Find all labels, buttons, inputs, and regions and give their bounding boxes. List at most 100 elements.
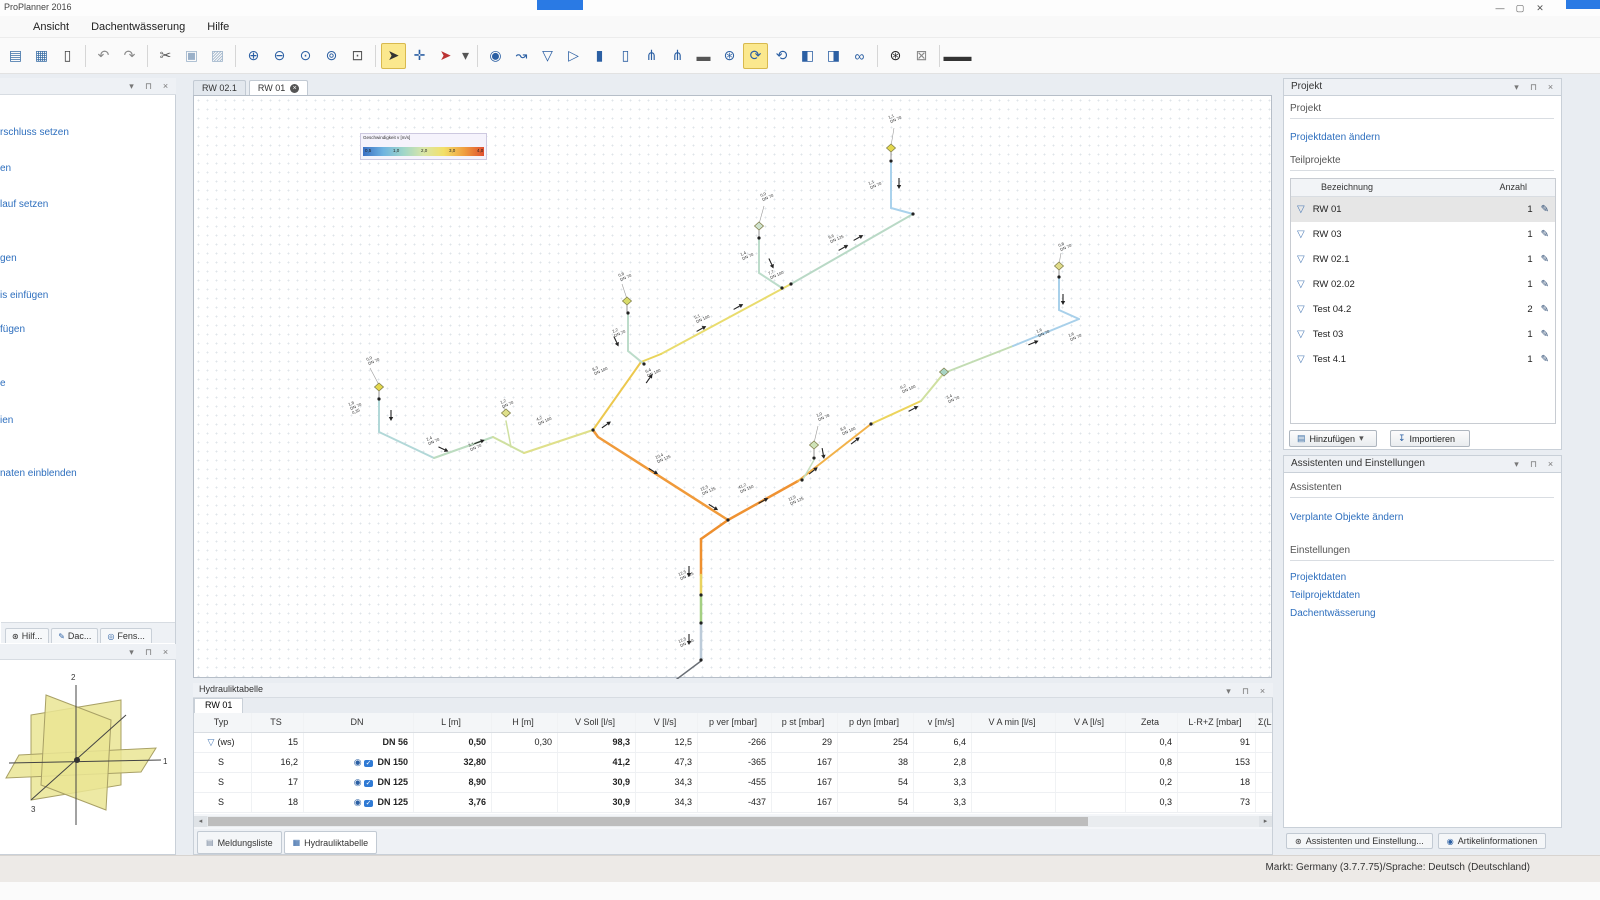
pipe-segment[interactable] <box>640 353 662 363</box>
measure-button[interactable]: ▬▬ <box>944 43 972 69</box>
tab-meldungsliste[interactable]: ▤ Meldungsliste <box>197 831 282 854</box>
pipe-segment[interactable] <box>797 423 872 482</box>
sidebar-command-link[interactable]: ien <box>0 415 14 426</box>
redo-button[interactable]: ↷ <box>117 43 142 69</box>
panel-pin-button[interactable]: ⊓ <box>144 81 153 91</box>
minimize-button[interactable]: — <box>1495 3 1505 13</box>
roof-drain-funnel[interactable] <box>885 143 897 153</box>
scroll-right-arrow[interactable]: ▸ <box>1259 816 1272 827</box>
pipe-segment[interactable] <box>627 314 645 365</box>
pipe-segment[interactable] <box>758 239 783 289</box>
subproject-row[interactable]: ▽ Test 4.1 1 ✎ <box>1291 347 1555 372</box>
panel-menu-button[interactable]: ▾ <box>1226 686 1231 696</box>
pipe-bend-button[interactable]: ↝ <box>509 43 534 69</box>
sidebar-command-link[interactable]: lauf setzen <box>0 199 49 210</box>
pipe-segment[interactable] <box>1058 278 1080 320</box>
pipe-segment[interactable] <box>870 400 922 425</box>
subproject-row[interactable]: ▽ Test 04.2 2 ✎ <box>1291 297 1555 322</box>
hydraulic-hscrollbar[interactable]: ◂ ▸ <box>194 816 1272 827</box>
zoom-in-button[interactable]: ⊕ <box>241 43 266 69</box>
select-add-button[interactable]: ➤ <box>433 43 458 69</box>
hydraulic-table-row[interactable]: ▽ (ws) 15 DN 56 0,50 0,30 98,3 12,5 -266 29 254 6,4… <box>194 733 1272 753</box>
print-button[interactable]: ▦ <box>29 43 54 69</box>
cut-button[interactable]: ✂ <box>153 43 178 69</box>
3d-navigation-widget[interactable]: 2 1 3 <box>1 660 175 854</box>
panel-close-button[interactable]: × <box>1547 82 1554 92</box>
edit-pen-icon[interactable]: ✎ <box>1540 279 1549 290</box>
hscrollbar-thumb[interactable] <box>208 817 1088 826</box>
branch-2-button[interactable]: ⋔ <box>665 43 690 69</box>
pump-button[interactable]: ⊛ <box>717 43 742 69</box>
zoom-window-button[interactable]: ⊡ <box>345 43 370 69</box>
orbit-free-button[interactable]: ⟲ <box>769 43 794 69</box>
maximize-button[interactable]: ▢ <box>1515 3 1525 13</box>
import-button[interactable]: ↧ Importieren <box>1390 430 1470 447</box>
roof-drain-funnel[interactable] <box>500 408 512 418</box>
undo-button[interactable]: ↶ <box>91 43 116 69</box>
panel-pin-button[interactable]: ⊓ <box>1529 459 1538 469</box>
node-button[interactable]: ◉ <box>483 43 508 69</box>
document-button[interactable]: ▯ <box>55 43 80 69</box>
roof-drain-funnel[interactable] <box>1053 261 1065 271</box>
drawing-canvas[interactable]: 0,9 DN 70 1,8 DN 70 0,35 2,4 DN 70 3,1 DN 70 1,2 D… <box>193 95 1272 700</box>
left-tab-dac[interactable]: ✎ Dac... <box>51 628 99 643</box>
sidebar-command-link[interactable]: e <box>0 378 6 389</box>
roof-drain-funnel[interactable] <box>938 367 950 377</box>
panel-close-button[interactable]: × <box>1259 686 1266 696</box>
subproject-row[interactable]: ▽ Test 03 1 ✎ <box>1291 322 1555 347</box>
flag-button[interactable]: ▷ <box>561 43 586 69</box>
settings-link-projektdaten[interactable]: Projektdaten <box>1290 572 1347 583</box>
edit-pen-icon[interactable]: ✎ <box>1540 354 1549 365</box>
pipe-segment[interactable] <box>492 436 525 454</box>
panel-menu-button[interactable]: ▾ <box>1514 459 1519 469</box>
pan-button[interactable]: ✛ <box>407 43 432 69</box>
subproject-row[interactable]: ▽ RW 02.1 1 ✎ <box>1291 247 1555 272</box>
sidebar-command-link[interactable]: naten einblenden <box>0 468 77 479</box>
pipe-segment[interactable] <box>920 372 945 402</box>
panel-close-button[interactable]: × <box>162 647 169 657</box>
pipe-segment[interactable] <box>1012 318 1080 347</box>
view-left-button[interactable]: ◧ <box>795 43 820 69</box>
hydraulic-table-row[interactable]: S 18 ◉ ✓ DN 125 3,76 30,9 34,3 -437 167 54 3,3 0,3 73… <box>194 793 1272 813</box>
select-dropdown-button[interactable]: ▾ <box>459 43 472 69</box>
roof-drain-funnel[interactable] <box>621 296 633 306</box>
panel-pin-button[interactable]: ⊓ <box>1529 82 1538 92</box>
menu-ansicht[interactable]: Ansicht <box>33 20 70 33</box>
edit-pen-icon[interactable]: ✎ <box>1540 329 1549 340</box>
hydraulic-table-row[interactable]: S 17 ◉ ✓ DN 125 8,90 30,9 34,3 -455 167 54 3,3 0,2 18… <box>194 773 1272 793</box>
pipe-segment[interactable] <box>378 399 435 459</box>
canvas-tab-rw021[interactable]: RW 02.1 <box>193 80 246 95</box>
pipe-vertical-2-button[interactable]: ▯ <box>613 43 638 69</box>
roof-drain-funnel[interactable] <box>753 221 765 231</box>
pipe-segment[interactable] <box>790 213 914 285</box>
settings-link-teilprojektdaten[interactable]: Teilprojektdaten <box>1290 590 1361 601</box>
hydraulic-table-row[interactable]: S 16,2 ◉ ✓ DN 150 32,80 41,2 47,3 -365 167 38 2,8 0,… <box>194 753 1272 773</box>
pipe-segment[interactable] <box>505 420 512 448</box>
pipe-segment[interactable] <box>645 660 702 700</box>
roof-drain-funnel[interactable] <box>808 440 820 450</box>
project-data-edit-link[interactable]: Projektdaten ändern <box>1290 132 1381 143</box>
view-right-button[interactable]: ◨ <box>821 43 846 69</box>
settings-link-dachentwässerung[interactable]: Dachentwässerung <box>1290 608 1376 619</box>
pipe-segment[interactable] <box>890 162 914 215</box>
panel-menu-button[interactable]: ▾ <box>129 647 134 657</box>
edit-pen-icon[interactable]: ✎ <box>1540 204 1549 215</box>
sidebar-command-link[interactable]: rschluss setzen <box>0 127 69 138</box>
sidebar-command-link[interactable]: en <box>0 163 12 174</box>
edit-pen-icon[interactable]: ✎ <box>1540 304 1549 315</box>
sidebar-command-link[interactable]: is einfügen <box>0 290 49 301</box>
menu-dachentwässerung[interactable]: Dachentwässerung <box>91 20 186 33</box>
panel-pin-button[interactable]: ⊓ <box>1241 686 1250 696</box>
select-pointer-button[interactable]: ➤ <box>381 42 406 69</box>
pipe-segment[interactable] <box>592 361 642 431</box>
copy-button[interactable]: ▣ <box>179 43 204 69</box>
panel-menu-button[interactable]: ▾ <box>129 81 134 91</box>
add-subproject-button[interactable]: ▤ Hinzufügen ▾ <box>1289 430 1377 447</box>
sidebar-command-link[interactable]: fügen <box>0 324 26 335</box>
roof-drain-funnel[interactable] <box>373 382 385 392</box>
subproject-row[interactable]: ▽ RW 02.02 1 ✎ <box>1291 272 1555 297</box>
sidebar-command-link[interactable]: gen <box>0 253 17 264</box>
hydraulic-tab-rw01[interactable]: RW 01 <box>194 698 244 713</box>
left-tab-hilf[interactable]: ⊛ Hilf... <box>5 628 50 643</box>
planned-objects-link[interactable]: Verplante Objekte ändern <box>1290 512 1404 523</box>
